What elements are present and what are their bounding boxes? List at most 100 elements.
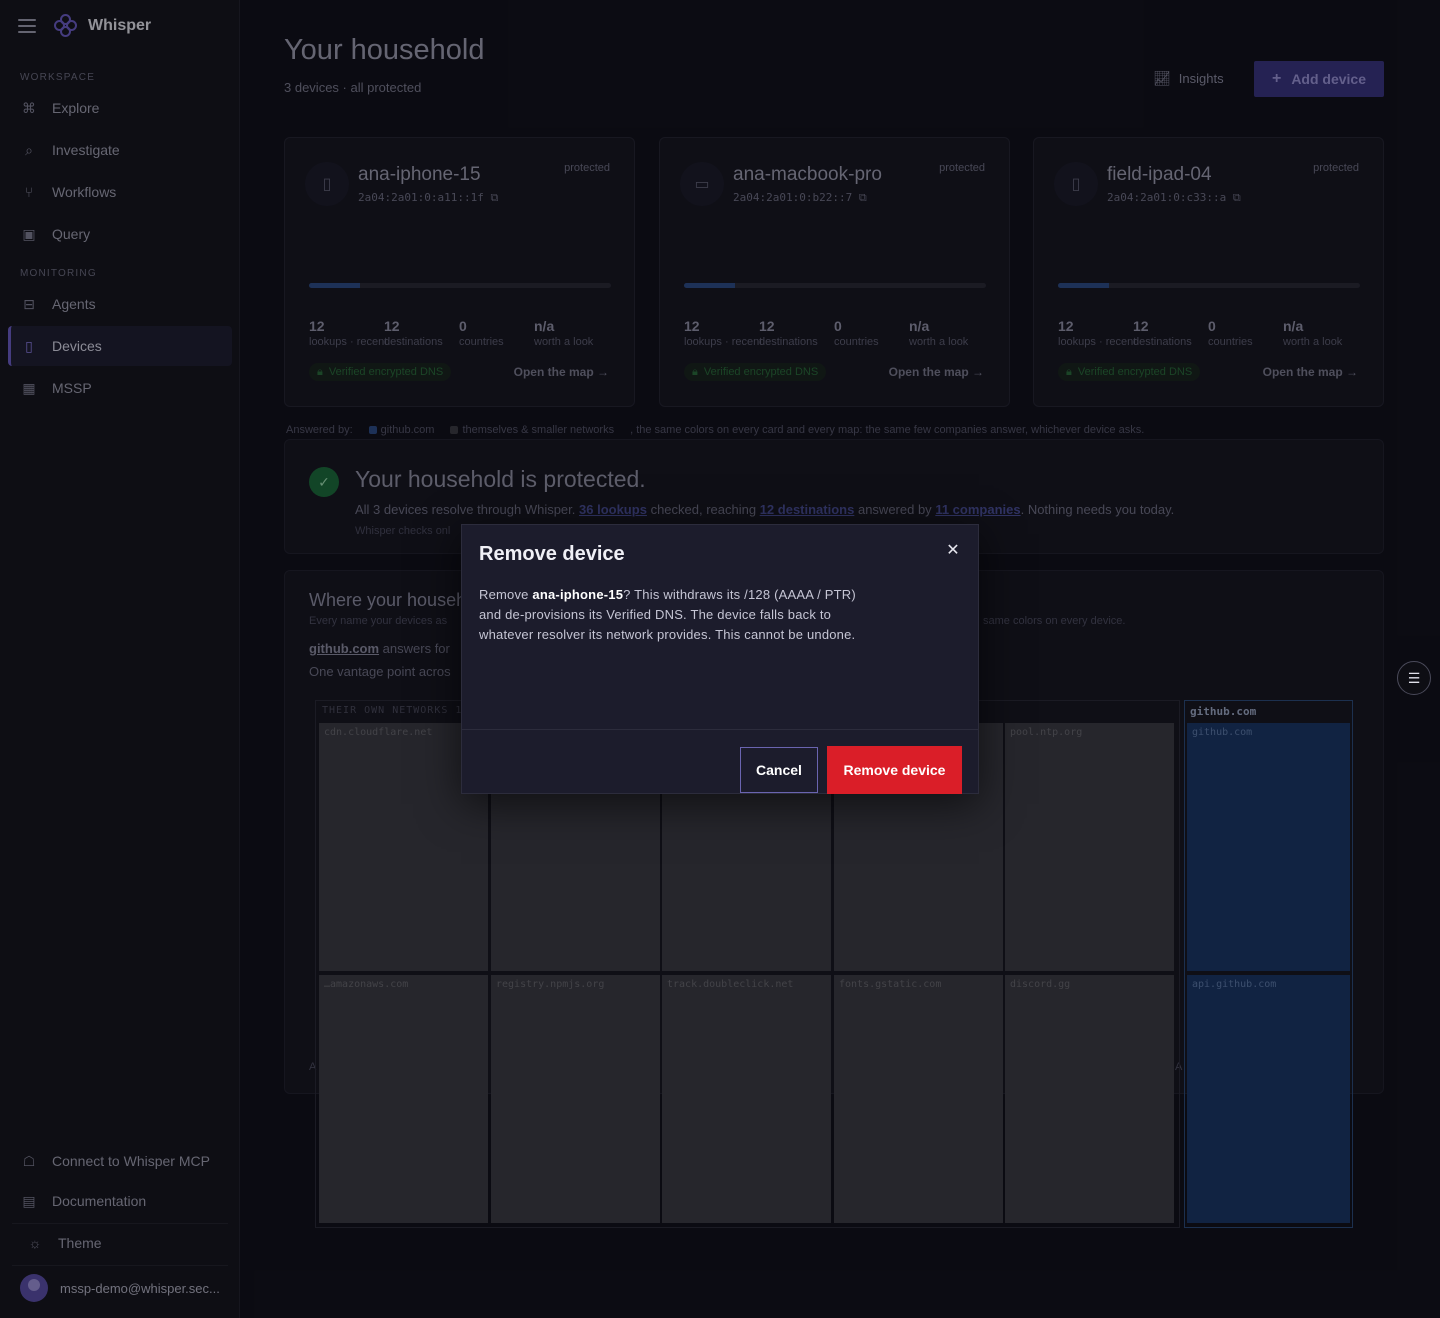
stat-countries: 0 countries (459, 318, 504, 348)
treemap-github: github.com github.com api.github.com (1184, 700, 1353, 1228)
sidebar-item-agents[interactable]: ⊟ Agents (8, 284, 232, 324)
stat-lookups: 12 lookups · recent (1058, 318, 1137, 348)
treemap-tile[interactable]: pool.ntp.org (1005, 723, 1174, 971)
open-map-link[interactable]: Open the map → (513, 365, 609, 379)
where-vantage-line: One vantage point acros (309, 664, 451, 679)
divider (12, 1223, 228, 1224)
stat-worth: n/a worth a look (534, 318, 594, 348)
stat-worth: n/a worth a look (1283, 318, 1343, 348)
sidebar-item-label: Investigate (52, 142, 120, 158)
chart-line-icon: 📈︎ (1153, 70, 1171, 86)
stat-worth: n/a worth a look (909, 318, 969, 348)
stat-destinations: 12 destinations (384, 318, 443, 348)
lookups-bar (309, 283, 611, 288)
copy-icon[interactable]: ⧉ (1232, 191, 1241, 204)
device-status: protected (939, 162, 985, 174)
connect-mcp-label: Connect to Whisper MCP (52, 1153, 210, 1169)
treemap-tile-github[interactable]: github.com (1187, 723, 1350, 971)
remove-device-modal: Remove device ✕ Remove ana-iphone-15? Th… (461, 524, 979, 794)
copy-icon[interactable]: ⧉ (858, 191, 867, 204)
lookups-link[interactable]: 36 lookups (579, 502, 647, 517)
device-status: protected (564, 162, 610, 174)
treemap-tile[interactable]: registry.npmjs.org (491, 975, 660, 1223)
stat-destinations: 12 destinations (1133, 318, 1192, 348)
brand: Whisper (18, 12, 151, 40)
verified-dns-badge: 🔒︎ Verified encrypted DNS (684, 363, 827, 381)
user-email: mssp-demo@whisper.sec... (60, 1280, 220, 1296)
sidebar-item-label: Explore (52, 100, 100, 116)
user-menu[interactable]: mssp-demo@whisper.sec... (20, 1274, 220, 1302)
lock-icon: 🔒︎ (1066, 365, 1072, 378)
devices-icon: ▯ (25, 337, 33, 354)
check-icon: ✓ (309, 467, 339, 497)
add-device-label: Add device (1291, 71, 1367, 87)
device-status: protected (1313, 162, 1359, 174)
protection-summary: ✓ Your household is protected. All 3 dev… (284, 439, 1384, 554)
sidebar-item-investigate[interactable]: ⌕ Investigate (8, 130, 232, 170)
sidebar-item-workflows[interactable]: ⑂ Workflows (8, 172, 232, 212)
device-address: 2a04:2a01:0:c33::a ⧉ (1107, 191, 1241, 204)
treemap-tile-github[interactable]: api.github.com (1187, 975, 1350, 1223)
remove-device-button[interactable]: Remove device (827, 746, 962, 794)
sidebar-item-label: Devices (52, 338, 102, 354)
where-subtitle-right: same colors on every device. (983, 615, 1126, 627)
divider (12, 1265, 228, 1266)
where-footnote-left: A (309, 1061, 317, 1073)
treemap-tile[interactable]: track.doubleclick.net (662, 975, 831, 1223)
investigate-icon: ⌕ (25, 141, 33, 158)
protection-text: All 3 devices resolve through Whisper. 3… (355, 502, 1175, 517)
companies-link[interactable]: 11 companies (935, 502, 1021, 517)
theme-toggle[interactable]: ☼ Theme (14, 1223, 238, 1263)
sidebar-item-mssp[interactable]: ▦ MSSP (8, 368, 232, 408)
device-card-ana-macbook-pro[interactable]: ▭ ana-macbook-pro 2a04:2a01:0:b22::7 ⧉ p… (659, 137, 1010, 407)
device-card-field-ipad-04[interactable]: ▯ field-ipad-04 2a04:2a01:0:c33::a ⧉ pro… (1033, 137, 1384, 407)
open-map-link[interactable]: Open the map → (1262, 365, 1358, 379)
theme-label: Theme (58, 1235, 102, 1251)
section-monitoring: MONITORING (20, 268, 97, 279)
connect-mcp-link[interactable]: ☖ Connect to Whisper MCP (8, 1141, 232, 1181)
protection-note: Whisper checks onl (355, 525, 451, 537)
verified-dns-badge: 🔒︎ Verified encrypted DNS (1058, 363, 1201, 381)
page-subtitle: 3 devices · all protected (284, 80, 422, 95)
stat-countries: 0 countries (834, 318, 879, 348)
add-device-button[interactable]: + Add device (1254, 61, 1384, 97)
treemap-tile[interactable]: discord.gg (1005, 975, 1174, 1223)
lock-icon: 🔒︎ (317, 365, 323, 378)
sidebar-item-query[interactable]: ▣ Query (8, 214, 232, 254)
agents-icon: ⊟ (23, 295, 35, 312)
page-title: Your household (284, 34, 485, 66)
lookups-bar (1058, 283, 1360, 288)
sidebar-item-label: Workflows (52, 184, 117, 200)
copy-icon[interactable]: ⧉ (490, 191, 499, 204)
treemap-tile[interactable]: …amazonaws.com (319, 975, 488, 1223)
sidebar-item-explore[interactable]: ⌘ Explore (8, 88, 232, 128)
sidebar-item-devices[interactable]: ▯ Devices (8, 326, 232, 366)
insights-label: Insights (1178, 71, 1224, 86)
app-name: Whisper (88, 17, 152, 34)
device-name: ana-iphone-15 (358, 164, 481, 185)
documentation-link[interactable]: ▤ Documentation (8, 1181, 232, 1221)
stat-lookups: 12 lookups · recent (684, 318, 763, 348)
modal-body: Remove ana-iphone-15? This withdraws its… (479, 587, 856, 642)
stat-lookups: 12 lookups · recent (309, 318, 388, 348)
sidebar: Whisper WORKSPACE ⌘ Explore ⌕ Investigate … (0, 0, 240, 1318)
device-card-ana-iphone-15[interactable]: ▯ ana-iphone-15 2a04:2a01:0:a11::1f ⧉ pr… (284, 137, 635, 407)
treemap-tile[interactable]: fonts.gstatic.com (834, 975, 1003, 1223)
open-map-link[interactable]: Open the map → (888, 365, 984, 379)
close-icon[interactable]: ✕ (946, 542, 960, 559)
filter-list-icon[interactable]: ☰ (1397, 661, 1431, 695)
query-icon: ▣ (22, 225, 36, 242)
protection-title: Your household is protected. (355, 466, 646, 492)
device-name: field-ipad-04 (1107, 164, 1212, 185)
where-github-line: github.com answers for (309, 641, 450, 656)
device-name: ana-macbook-pro (733, 164, 882, 185)
insights-button[interactable]: 📈︎ Insights (1153, 70, 1224, 87)
menu-icon[interactable] (18, 19, 36, 33)
answered-by-legend: Answered by: github.com themselves & sma… (286, 424, 1145, 436)
cancel-button[interactable]: Cancel (740, 747, 818, 793)
destinations-link[interactable]: 12 destinations (759, 502, 855, 517)
section-workspace: WORKSPACE (20, 72, 96, 83)
verified-dns-badge: 🔒︎ Verified encrypted DNS (309, 363, 452, 381)
sun-icon: ☼ (28, 1235, 42, 1251)
treemap-tile[interactable]: cdn.cloudflare.net (319, 723, 488, 971)
